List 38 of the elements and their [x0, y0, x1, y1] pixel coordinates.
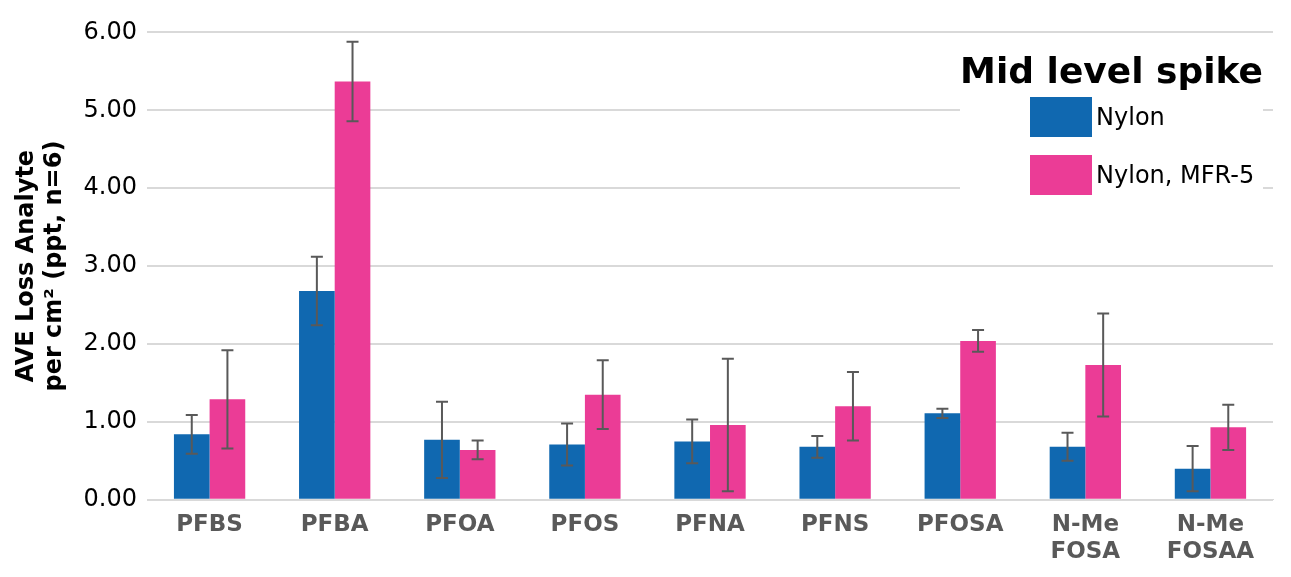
bar: [459, 449, 496, 499]
x-tick-label: PFOSA: [916, 509, 1004, 536]
bar: [799, 446, 836, 499]
x-tick-label: N-Me FOSA: [1050, 509, 1121, 564]
y-tick-label: 5.00: [83, 94, 138, 123]
y-tick-label: 6.00: [83, 16, 138, 45]
bar: [584, 394, 621, 499]
bar: [209, 399, 246, 499]
bar: [1210, 427, 1247, 499]
bar: [924, 413, 961, 499]
legend-label: Nylon, MFR-5: [1096, 161, 1255, 189]
bar: [674, 441, 711, 499]
bar: [549, 444, 585, 499]
bar: [173, 434, 210, 499]
bar: [1174, 468, 1211, 499]
bar: [334, 81, 371, 499]
bar: [710, 425, 746, 499]
y-tick-label: 1.00: [83, 406, 138, 435]
bar: [1085, 365, 1121, 499]
x-tick-label: N-Me FOSAA: [1166, 509, 1255, 564]
x-tick-label: PFBS: [176, 509, 243, 536]
bar: [835, 406, 871, 499]
x-tick-label: PFNS: [800, 509, 870, 536]
legend-label: Nylon: [1096, 103, 1165, 131]
x-tick-label: PFBA: [300, 509, 369, 536]
y-tick-label: 4.00: [83, 172, 138, 201]
bar: [960, 340, 996, 499]
y-tick-label: 0.00: [83, 484, 138, 513]
x-tick-label: PFOS: [550, 509, 620, 536]
bar: [424, 439, 460, 499]
bar: [299, 291, 335, 499]
y-tick-label: 3.00: [83, 250, 138, 279]
x-tick-label: PFOA: [425, 509, 495, 536]
bar: [1049, 446, 1086, 499]
legend-title: Mid level spike: [960, 50, 1263, 91]
x-tick-label: PFNA: [675, 509, 746, 536]
y-tick-label: 2.00: [83, 328, 138, 357]
y-axis-title: AVE Loss Analyte per cm² (ppt, n=6): [10, 140, 68, 392]
